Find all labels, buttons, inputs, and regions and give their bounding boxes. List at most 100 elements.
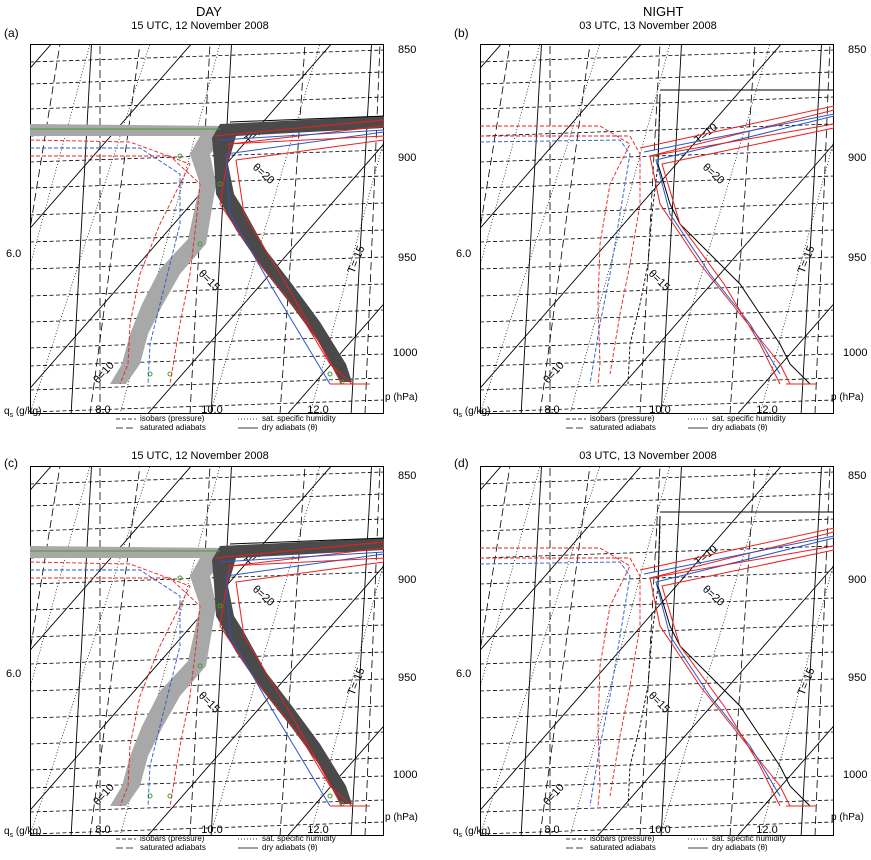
- red-solid-profile: [649, 123, 834, 385]
- legend-dry: dry adiabats (θ): [712, 843, 768, 852]
- dry-adiabat: [146, 143, 384, 414]
- isobar-line: [480, 571, 834, 585]
- p-tick-1000: 1000: [393, 347, 418, 359]
- isobar-line: [480, 545, 834, 559]
- x-tick-12: 12.0: [756, 824, 778, 836]
- red-dashed-profile: [30, 577, 201, 807]
- sat-humidity-line: [209, 466, 321, 836]
- saturated-adiabat: [639, 44, 661, 414]
- red-solid-profile: [227, 135, 384, 385]
- x-axis-label: qs (g/kg): [453, 406, 491, 419]
- panel-letter: (b): [454, 26, 469, 40]
- p-tick-900: 900: [398, 574, 417, 586]
- red-dashed-profile: [30, 155, 201, 385]
- column-title-night: NIGHT: [643, 4, 684, 19]
- black-solid-profile: [229, 537, 384, 545]
- p-tick-950: 950: [398, 252, 417, 264]
- legend-sat-humidity: sat. specific humidity: [262, 834, 336, 843]
- green-marker: [327, 371, 333, 377]
- isobar-line: [30, 471, 384, 485]
- y-left-label: 6.0: [456, 668, 472, 680]
- saturated-adiabat: [480, 466, 511, 654]
- p-axis-label: p (hPa): [385, 812, 418, 823]
- isobar-line: [480, 775, 834, 789]
- isobar-line: [480, 651, 834, 665]
- isobar-line: [480, 471, 834, 485]
- legend-swatches: [116, 838, 258, 849]
- temperature-band: [212, 538, 384, 804]
- red-dashed-profile: [480, 125, 631, 385]
- p-tick-900: 900: [848, 574, 867, 586]
- saturated-adiabat: [814, 466, 831, 836]
- saturated-adiabat: [89, 44, 141, 414]
- panel-date: 15 UTC, 12 November 2008: [131, 20, 269, 32]
- green-marker: [197, 241, 203, 247]
- isobar-line: [480, 123, 834, 137]
- isobar-line: [30, 399, 384, 413]
- isobar-line: [480, 335, 834, 349]
- panel-date: 15 UTC, 12 November 2008: [131, 450, 269, 462]
- isobar-line: [480, 518, 834, 532]
- x-tick-8: 8.0: [544, 824, 560, 836]
- saturated-adiabat: [364, 466, 381, 836]
- legend: isobars (pressure) saturated adiabats sa…: [110, 414, 400, 436]
- y-left-label: 6.0: [6, 248, 22, 260]
- dry-adiabat: [30, 44, 192, 229]
- dry-adiabat: [480, 44, 782, 389]
- isobar-line: [480, 731, 834, 745]
- legend: isobars (pressure) saturated adiabats sa…: [110, 834, 400, 856]
- legend-dry: dry adiabats (θ): [262, 843, 318, 852]
- p-tick-850: 850: [848, 44, 867, 56]
- skewt-plot-a: T=10θ=20T= 15θ=15θ=10: [30, 44, 384, 414]
- sat-humidity-line: [30, 466, 151, 836]
- label-t15: T= 15: [346, 244, 368, 275]
- legend-isobars: isobars (pressure): [590, 834, 655, 843]
- p-tick-900: 900: [398, 152, 417, 164]
- isobar-line: [30, 283, 384, 297]
- saturated-adiabat: [480, 44, 511, 232]
- saturated-adiabat: [814, 44, 831, 414]
- profile-lines: [480, 89, 834, 385]
- p-axis-label: p (hPa): [385, 392, 418, 403]
- legend-swatches: [566, 418, 708, 429]
- p-axis-label: p (hPa): [831, 812, 864, 823]
- saturated-adiabat: [729, 44, 756, 414]
- saturated-adiabat: [279, 466, 306, 836]
- isobar-line: [30, 309, 384, 323]
- label-theta20: θ=20: [700, 161, 726, 186]
- black-solid-profile: [229, 115, 384, 123]
- isobar-line: [480, 799, 834, 813]
- x-tick-10: 10.0: [649, 824, 671, 836]
- saturated-adiabat: [639, 466, 661, 836]
- legend-isobars: isobars (pressure): [590, 414, 655, 423]
- x-tick-10: 10.0: [201, 404, 223, 416]
- p-tick-950: 950: [398, 672, 417, 684]
- legend: isobars (pressure) saturated adiabats sa…: [560, 414, 850, 436]
- legend-isobars: isobars (pressure): [140, 414, 205, 423]
- dry-adiabat: [520, 44, 542, 414]
- p-tick-850: 850: [848, 470, 867, 482]
- dry-adiabat: [736, 725, 834, 836]
- red-dashed-profile: [480, 547, 631, 807]
- label-theta20: θ=20: [700, 583, 726, 608]
- isobar-line: [480, 493, 834, 507]
- dry-adiabat: [736, 303, 834, 414]
- isobar-line: [480, 624, 834, 638]
- isobar-line: [30, 71, 384, 85]
- isobar-line: [480, 377, 834, 391]
- temperature-band: [212, 116, 384, 382]
- black-dashed-profile: [627, 525, 661, 807]
- isobar-line: [30, 96, 384, 110]
- isobar-line: [480, 175, 834, 189]
- x-tick-8: 8.0: [95, 404, 111, 416]
- dry-adiabat: [30, 466, 192, 651]
- red-solid-profile: [639, 105, 834, 385]
- p-axis-label: p (hPa): [831, 392, 864, 403]
- humidity-band: [30, 124, 230, 384]
- red-solid-profile: [227, 557, 384, 807]
- profile-lines: [480, 511, 834, 807]
- black-solid-profile: [657, 93, 811, 385]
- plot-frame: [30, 466, 384, 836]
- green-marker: [217, 181, 223, 187]
